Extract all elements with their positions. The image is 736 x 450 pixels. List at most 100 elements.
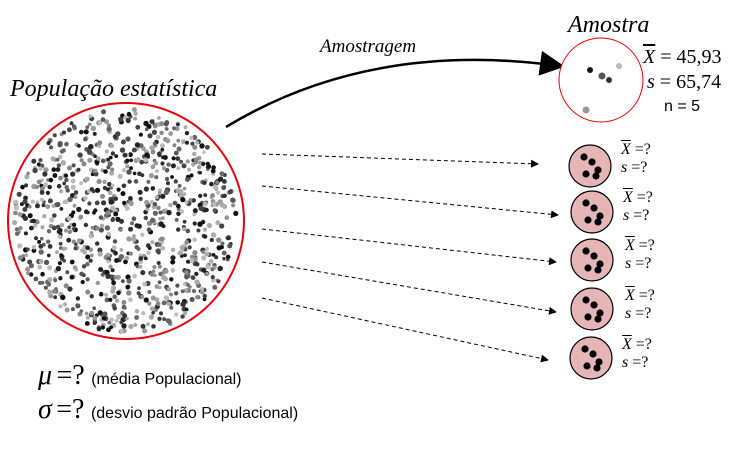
population-dot: [59, 149, 65, 154]
population-dot: [55, 157, 60, 162]
other-sample-dot: [589, 350, 597, 358]
population-dot: [143, 120, 149, 127]
population-dot: [133, 111, 138, 116]
population-dot: [43, 285, 48, 290]
population-dot: [65, 270, 70, 275]
population-dot: [164, 126, 169, 131]
population-dot: [98, 267, 104, 272]
population-dot: [148, 173, 155, 179]
population-dot: [192, 212, 197, 217]
population-dot: [89, 253, 94, 258]
population-dot: [193, 157, 199, 163]
population-dot: [70, 178, 76, 184]
population-dot: [139, 159, 145, 165]
population-dot: [79, 129, 84, 135]
population-dot: [165, 138, 171, 144]
other-sample-stats-item: X =? s =?: [622, 336, 652, 372]
population-dot: [47, 277, 53, 282]
population-dot: [176, 146, 182, 152]
xbar-symbol: X: [622, 336, 632, 353]
population-dot: [73, 246, 78, 251]
population-dot: [116, 314, 122, 320]
population-dot: [139, 143, 144, 148]
population-dot: [148, 314, 154, 320]
sample-dot: [616, 63, 622, 69]
population-dot: [89, 294, 94, 299]
population-dot: [149, 119, 155, 124]
population-dot: [102, 311, 108, 317]
population-dot: [104, 119, 109, 125]
population-dot: [122, 168, 127, 173]
population-dot: [105, 187, 110, 192]
population-dot: [221, 250, 227, 256]
population-dot: [185, 159, 190, 164]
population-dot: [17, 243, 23, 249]
population-dot: [189, 297, 195, 302]
population-dot: [161, 270, 166, 275]
population-dot: [57, 261, 63, 266]
dashed-arrows: [261, 153, 559, 363]
population-dot: [138, 264, 143, 269]
population-dot: [45, 190, 51, 195]
population-dot: [84, 311, 89, 316]
population-dot: [38, 249, 44, 255]
population-dot: [208, 259, 214, 264]
population-dot: [108, 264, 113, 269]
population-dot: [154, 297, 160, 302]
population-dot: [171, 156, 176, 161]
population-dot: [157, 242, 162, 247]
population-dot: [73, 195, 78, 200]
population-dot: [163, 189, 170, 195]
population-dot: [24, 174, 30, 180]
population-dot: [206, 164, 212, 169]
dashed-arrow: [261, 228, 557, 266]
population-dot: [179, 159, 184, 164]
population-dot: [26, 171, 31, 176]
other-sample-circle: [570, 238, 614, 282]
sample-circle: [558, 37, 644, 123]
population-dot: [29, 225, 34, 231]
population-dot: [136, 223, 142, 229]
other-sample-stats-item: X =? s =?: [625, 237, 655, 273]
population-dot: [172, 200, 178, 206]
population-dot: [202, 297, 207, 302]
population-dot: [100, 158, 106, 164]
population-dot: [77, 152, 83, 158]
population-dot: [170, 163, 176, 169]
s-symbol: s: [625, 255, 632, 272]
population-dot: [85, 254, 91, 260]
population-dot: [90, 225, 95, 230]
population-dot: [166, 318, 172, 324]
population-dot: [35, 220, 40, 225]
population-dot: [212, 265, 217, 270]
population-dot: [85, 289, 91, 295]
population-dot: [104, 293, 108, 297]
population-dot: [176, 166, 181, 171]
population-dot: [136, 157, 141, 162]
population-dot: [176, 211, 181, 217]
population-dot: [60, 294, 66, 301]
population-dot: [41, 203, 46, 208]
population-dot: [64, 173, 68, 178]
population-dot: [202, 150, 206, 155]
population-dot: [30, 199, 35, 204]
population-dot: [95, 280, 101, 286]
population-dot: [109, 325, 113, 330]
population-dot: [116, 187, 121, 192]
population-dot: [150, 164, 156, 170]
population-dot: [155, 134, 161, 140]
other-sample-dot: [584, 216, 592, 224]
population-dot: [196, 165, 202, 170]
population-dot: [109, 143, 115, 149]
population-dot: [155, 301, 161, 307]
population-dot: [215, 220, 221, 226]
population-dot: [143, 186, 149, 192]
population-dot: [191, 198, 196, 203]
other-sample-dot: [590, 252, 598, 260]
population-dot: [33, 276, 39, 282]
mu-description: (média Populacional): [91, 371, 242, 388]
population-dot: [142, 328, 148, 334]
population-dot: [69, 274, 75, 280]
population-dot: [89, 231, 94, 235]
population-dot: [233, 210, 239, 216]
